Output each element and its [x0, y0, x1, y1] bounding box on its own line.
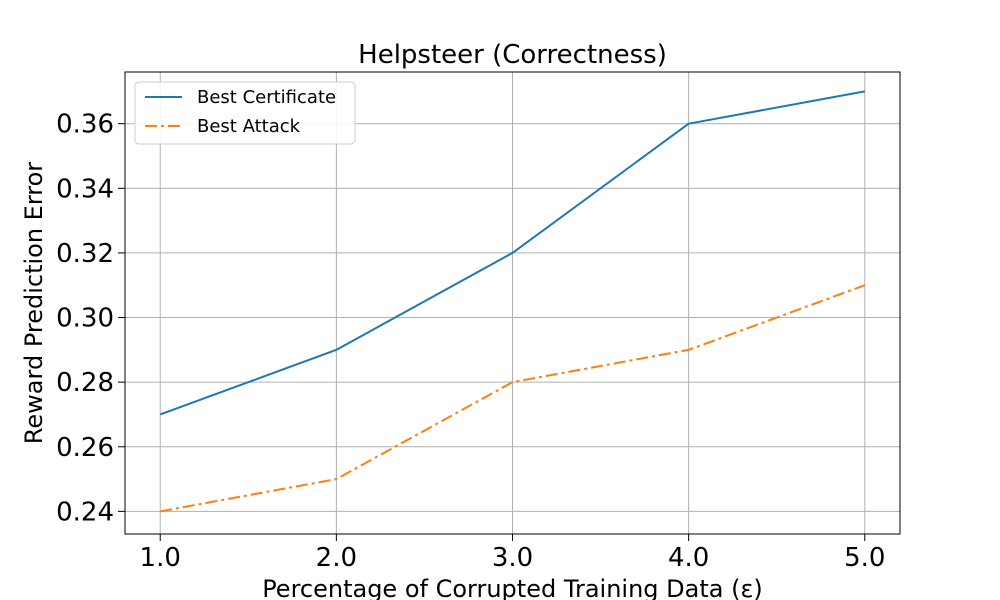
- x-tick-label: 1.0: [140, 543, 181, 573]
- x-axis-label: Percentage of Corrupted Training Data (ε…: [262, 575, 763, 600]
- series-lines: [159, 90, 866, 513]
- legend-box: [134, 81, 356, 145]
- legend-label-best-attack: Best Attack: [197, 116, 301, 137]
- y-axis-label: Reward Prediction Error: [20, 162, 48, 444]
- axis-ticks: 1.0 2.0 3.0 4.0 5.0 0.24 0.26 0.28 0.30 0.32 0.34 0…: [56, 110, 885, 573]
- x-tick-label: 3.0: [492, 543, 533, 573]
- y-tick-label: 0.32: [56, 239, 114, 269]
- y-tick-label: 0.28: [56, 368, 114, 398]
- series-line-best-attack: [160, 284, 866, 513]
- y-tick-label: 0.30: [56, 304, 114, 334]
- x-tick-label: 4.0: [668, 543, 709, 573]
- x-tick-label: 5.0: [844, 543, 885, 573]
- legend-label-best-certificate: Best Certificate: [197, 87, 336, 108]
- chart-title: Helpsteer (Correctness): [358, 40, 667, 70]
- y-tick-label: 0.36: [56, 110, 114, 140]
- legend: Best Certificate Best Attack: [134, 81, 356, 145]
- y-tick-label: 0.24: [56, 497, 114, 527]
- series-line-best-certificate: [159, 90, 865, 416]
- y-tick-label: 0.26: [56, 433, 114, 463]
- y-tick-label: 0.34: [56, 174, 114, 204]
- x-tick-label: 2.0: [316, 543, 357, 573]
